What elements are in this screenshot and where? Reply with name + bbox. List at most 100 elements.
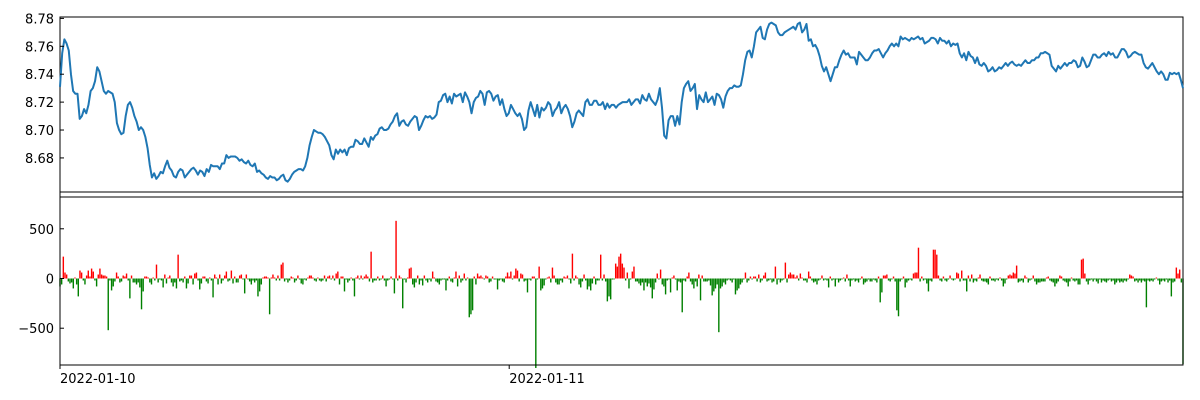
volume-bar-positive <box>784 262 787 279</box>
volume-bar-negative <box>689 278 692 282</box>
volume-bar-negative <box>636 278 639 282</box>
volume-bar-negative <box>496 278 499 290</box>
volume-bar-negative <box>378 278 381 281</box>
volume-bar-negative <box>192 278 194 285</box>
volume-bar-negative <box>591 278 594 284</box>
volume-bar-negative <box>952 278 955 281</box>
volume-bar-positive <box>538 266 540 279</box>
volume-bar-negative <box>180 278 183 281</box>
volume-bar-negative <box>421 278 424 286</box>
volume-bar-negative <box>235 278 238 283</box>
volume-bar-negative <box>1017 278 1019 283</box>
volume-bar-negative <box>142 278 144 292</box>
volume-bar-negative <box>1157 278 1159 281</box>
volume-bar-negative <box>816 278 818 285</box>
volume-bar-negative <box>530 278 532 281</box>
volume-bar-positive <box>202 276 204 279</box>
volume-bar-positive <box>789 272 792 279</box>
volume-bar-negative <box>227 278 229 282</box>
volume-bar-positive <box>105 276 108 279</box>
volume-bar-negative <box>769 278 772 280</box>
volume-bar-negative <box>511 278 514 280</box>
volume-bar-negative <box>676 278 678 291</box>
volume-bar-negative <box>243 278 246 294</box>
volume-bar-negative <box>756 278 758 282</box>
volume-bar-negative <box>1072 278 1074 281</box>
volume-bar-positive <box>801 277 803 279</box>
volume-bar-negative <box>107 278 109 331</box>
volume-bar-negative <box>746 278 748 283</box>
volume-bar-positive <box>238 275 241 279</box>
volume-bar-negative <box>604 278 607 282</box>
volume-bar-negative <box>137 278 139 283</box>
volume-bar-negative <box>804 278 807 281</box>
volume-bar-negative <box>255 278 258 281</box>
volume-bar-negative <box>318 278 321 281</box>
volume-bar-negative <box>797 278 800 281</box>
volume-bar-negative <box>573 278 575 281</box>
volume-bar-negative <box>1069 278 1071 282</box>
volume-bar-negative <box>1122 278 1124 283</box>
volume-bar-negative <box>368 278 371 282</box>
volume-bar-positive <box>829 276 831 279</box>
volume-bar-positive <box>224 275 226 279</box>
volume-bar-negative <box>353 278 356 297</box>
volume-bar-positive <box>1012 272 1015 279</box>
volume-bar-negative <box>1020 278 1023 281</box>
volume-bar-negative <box>446 278 449 281</box>
volume-bar-positive <box>89 276 91 279</box>
volume-bar-negative <box>343 278 346 292</box>
volume-bar-positive <box>423 275 426 279</box>
volume-bar-positive <box>370 251 372 279</box>
volume-bar-positive <box>566 275 569 279</box>
volume-bar-negative <box>995 278 998 280</box>
volume-bar-negative <box>302 278 304 285</box>
volume-bar-negative <box>606 278 609 302</box>
volume-bar-positive <box>877 276 880 279</box>
volume-bar-positive <box>79 270 81 279</box>
volume-bar-positive <box>481 277 484 279</box>
volume-bar-negative <box>827 278 830 288</box>
volume-bar-negative <box>200 278 203 284</box>
volume-bar-positive <box>510 271 512 279</box>
volume-bar-negative <box>352 278 354 281</box>
volume-bar-positive <box>565 277 567 279</box>
volume-bar-negative <box>822 278 825 281</box>
volume-bar-negative <box>852 278 855 280</box>
volume-bar-negative <box>654 278 657 283</box>
volume-bar-positive <box>155 264 158 279</box>
volume-bar-negative <box>1150 278 1153 281</box>
volume-bar-positive <box>796 275 798 279</box>
volume-bar-negative <box>526 278 529 293</box>
volume-bar-positive <box>473 276 475 279</box>
volume-bar-negative <box>646 278 648 287</box>
volume-bar-negative <box>139 278 141 288</box>
volume-bar-negative <box>570 278 572 284</box>
volume-bar-positive <box>506 272 509 279</box>
volume-bar-positive <box>794 277 797 279</box>
price-y-tick-label: 8.74 <box>25 68 54 83</box>
volume-bar-negative <box>669 278 672 293</box>
volume-bar-negative <box>129 278 131 299</box>
volume-bar-negative <box>345 278 347 280</box>
volume-bar-negative <box>811 278 813 281</box>
volume-bar-negative <box>817 278 820 281</box>
volume-bar-negative <box>1057 278 1059 282</box>
volume-bar-negative <box>588 278 590 287</box>
volume-bar-negative <box>160 278 163 281</box>
volume-bar-negative <box>721 278 723 287</box>
volume-bar-negative <box>719 278 722 289</box>
volume-bar-negative <box>581 278 584 282</box>
volume-bar-negative <box>1019 278 1021 282</box>
volume-bar-negative <box>691 278 693 285</box>
volume-bar-negative <box>1005 278 1008 280</box>
volume-bar-negative <box>560 278 562 281</box>
volume-bar-negative <box>899 278 901 282</box>
volume-bar-positive <box>85 275 88 279</box>
volume-bar-negative <box>944 278 946 281</box>
volume-bar-negative <box>387 278 389 281</box>
volume-bar-positive <box>603 274 605 279</box>
volume-bar-negative <box>1055 278 1058 284</box>
price-y-tick-label: 8.72 <box>25 96 54 111</box>
volume-bar-positive <box>614 263 617 279</box>
